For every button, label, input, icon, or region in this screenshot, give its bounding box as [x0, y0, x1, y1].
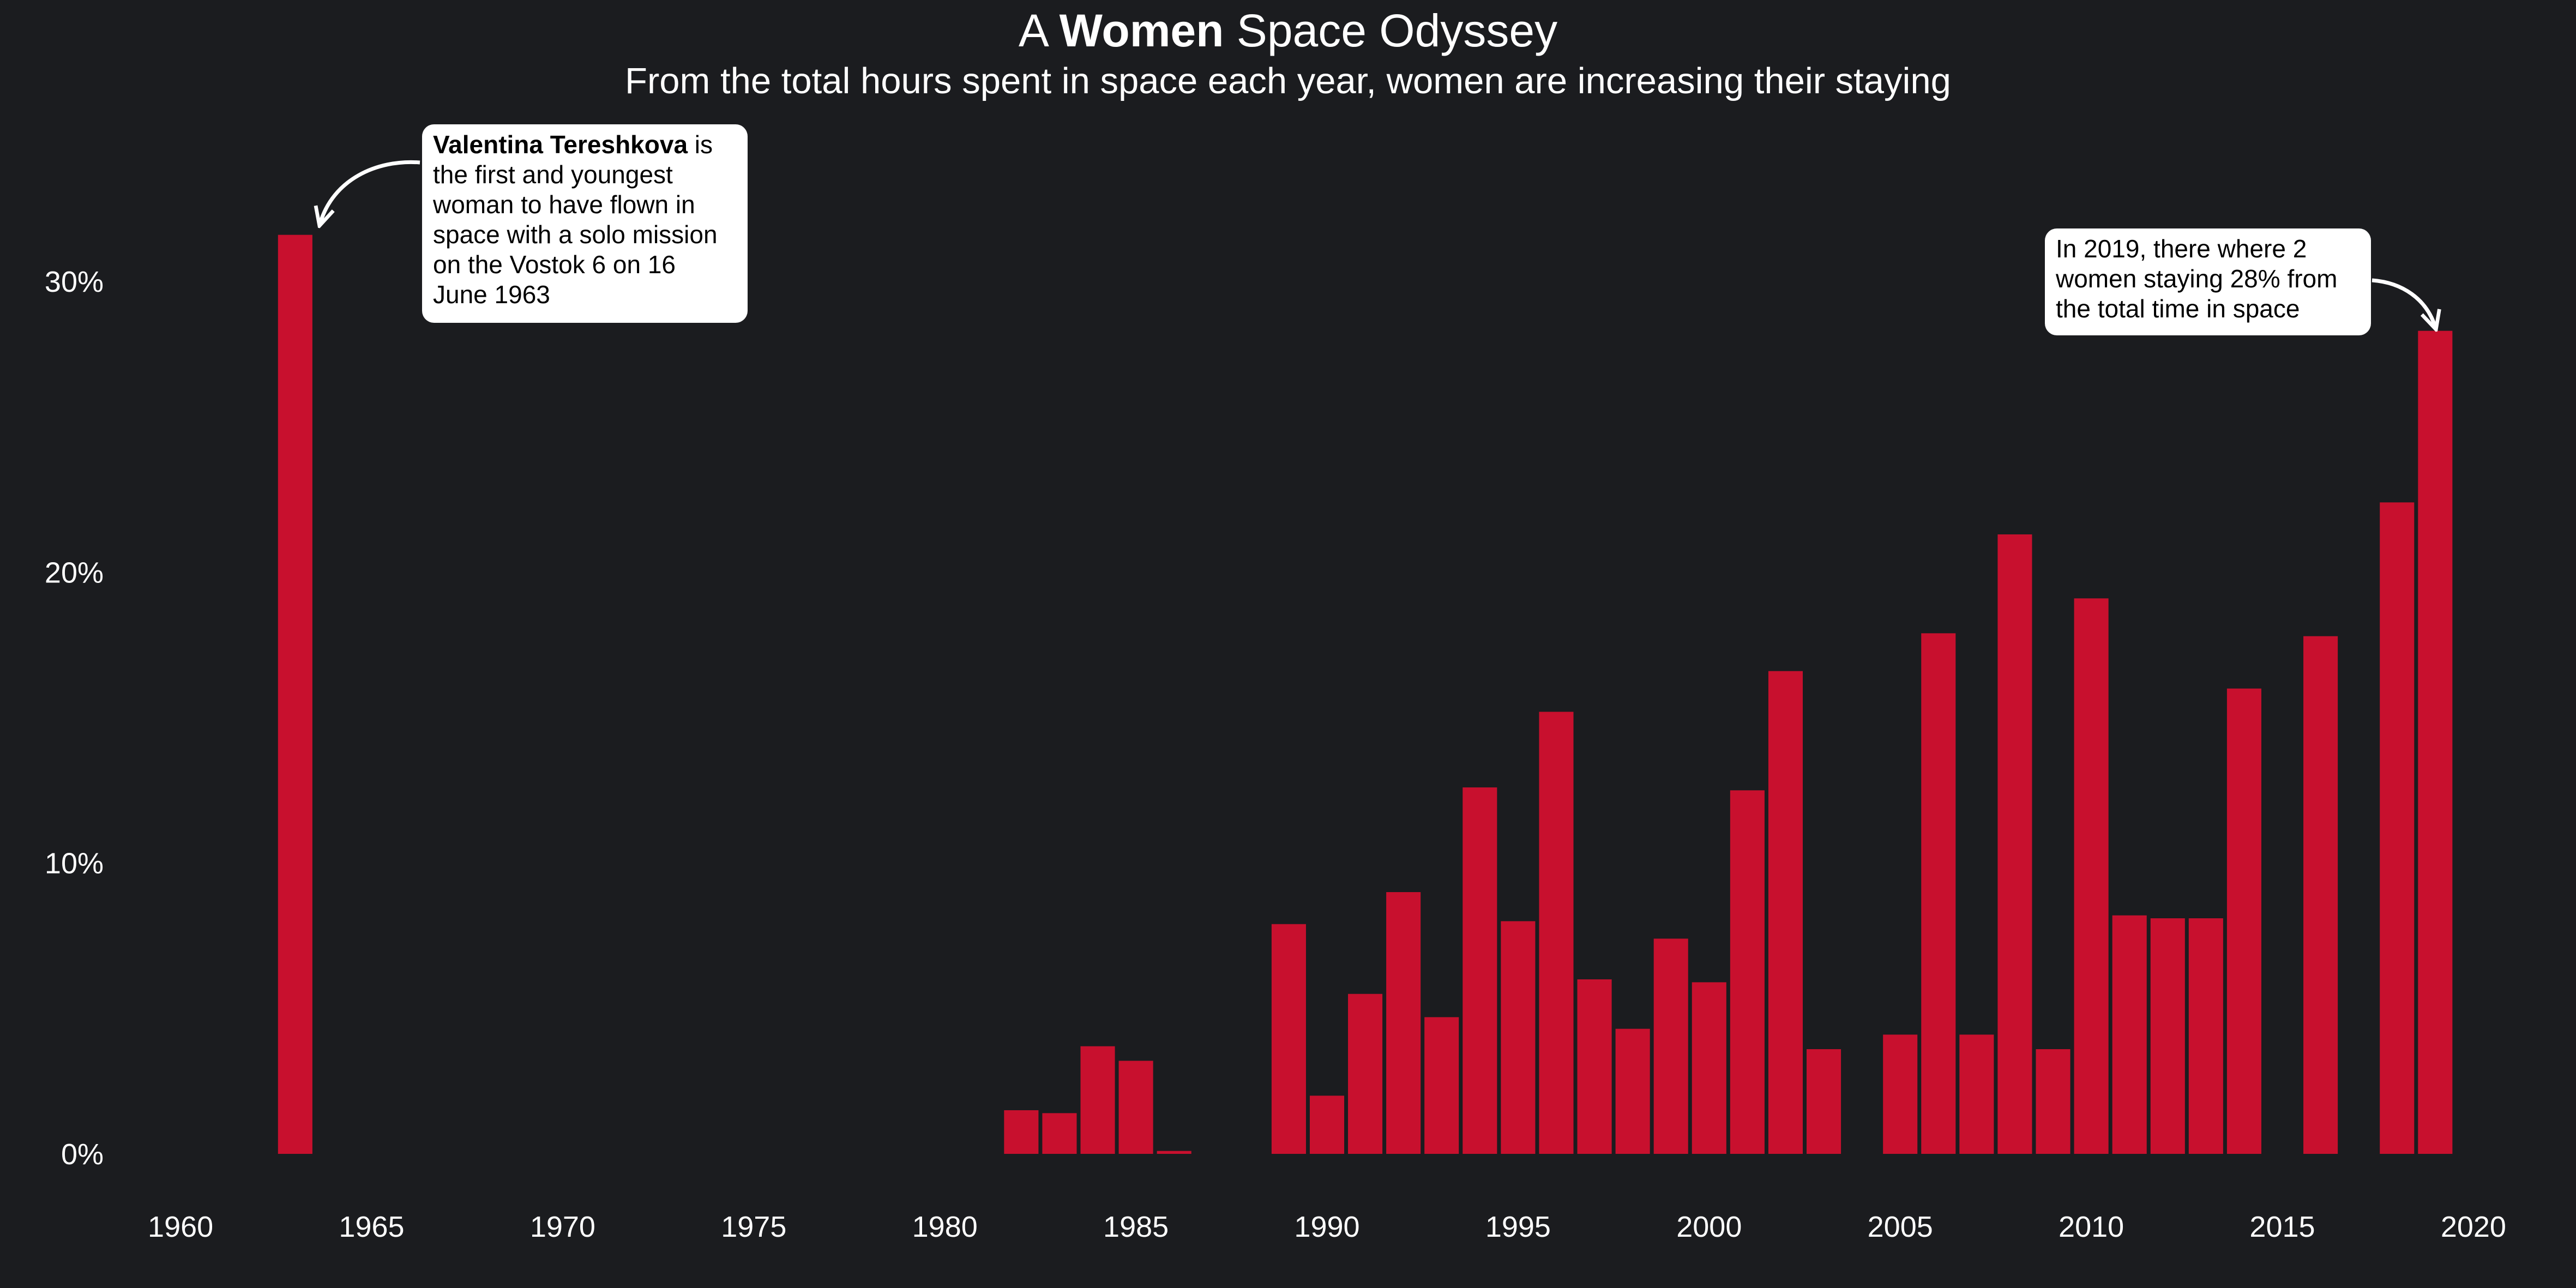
bar-1998 — [1615, 1028, 1650, 1154]
bar-2012 — [2150, 918, 2185, 1154]
x-tick-label-1985: 1985 — [1103, 1211, 1169, 1243]
y-tick-label-30: 30% — [45, 266, 104, 298]
title-accent: Women — [1059, 5, 1224, 56]
bar-1963 — [278, 234, 312, 1154]
bar-1999 — [1653, 938, 1688, 1154]
bar-2014 — [2226, 688, 2261, 1154]
x-tick-label-1960: 1960 — [148, 1211, 213, 1243]
x-tick-label-2005: 2005 — [1868, 1211, 1933, 1243]
bar-2003 — [1807, 1049, 1841, 1154]
bar-2018 — [2380, 502, 2415, 1154]
bar-1990 — [1309, 1096, 1345, 1154]
bar-2002 — [1768, 671, 1803, 1154]
bar-1985 — [1118, 1061, 1153, 1154]
annotation-text-2019: In 2019, there where 2 women staying 28%… — [2056, 234, 2338, 323]
chart-title: A Women Space Odyssey — [0, 3, 2576, 58]
x-tick-label-2020: 2020 — [2441, 1211, 2506, 1243]
bar-2005 — [1883, 1034, 1918, 1154]
bar-2019 — [2418, 330, 2453, 1154]
bar-1995 — [1501, 921, 1536, 1154]
x-tick-label-1965: 1965 — [339, 1211, 404, 1243]
x-tick-label-1995: 1995 — [1485, 1211, 1551, 1243]
bar-1994 — [1462, 787, 1497, 1154]
chart-subtitle: From the total hours spent in space each… — [625, 61, 1951, 101]
bar-2013 — [2188, 918, 2223, 1154]
y-tick-label-20: 20% — [45, 556, 104, 589]
annotation-2019: In 2019, there where 2 women staying 28%… — [2045, 228, 2371, 335]
x-axis-ticks: 1960 1965 1970 1975 1980 1985 1990 1995 2000 2005… — [148, 1211, 2506, 1243]
bar-1984 — [1080, 1046, 1115, 1154]
bar-1991 — [1348, 994, 1383, 1154]
bar-2008 — [1997, 534, 2032, 1154]
bars-group — [278, 234, 2453, 1154]
bar-1993 — [1424, 1017, 1459, 1154]
bar-1986 — [1157, 1151, 1191, 1154]
bar-2009 — [2036, 1049, 2071, 1154]
annotation-arrow-2019 — [2372, 278, 2435, 327]
x-tick-label-1970: 1970 — [530, 1211, 595, 1243]
x-tick-label-1975: 1975 — [721, 1211, 786, 1243]
annotation-tereshkova: Valentina Tereshkova is the first and yo… — [422, 124, 748, 323]
bar-1982 — [1004, 1110, 1039, 1154]
bar-2001 — [1730, 790, 1765, 1154]
annotation-text-1963: is the first and youngest woman to have … — [433, 130, 718, 309]
y-tick-label-10: 10% — [45, 847, 104, 880]
bar-2007 — [1959, 1034, 1994, 1154]
bar-1997 — [1577, 979, 1612, 1154]
y-axis-ticks: 0% 10% 20% 30% — [45, 266, 104, 1171]
bar-1992 — [1386, 892, 1421, 1154]
bar-2016 — [2303, 636, 2338, 1154]
y-tick-label-0: 0% — [61, 1138, 104, 1171]
annotation-bold-name: Valentina Tereshkova — [433, 130, 688, 159]
x-tick-label-2010: 2010 — [2059, 1211, 2124, 1243]
x-tick-label-2000: 2000 — [1676, 1211, 1742, 1243]
bar-2000 — [1692, 982, 1726, 1154]
x-tick-label-1980: 1980 — [912, 1211, 978, 1243]
x-tick-label-2015: 2015 — [2249, 1211, 2315, 1243]
bar-1983 — [1042, 1113, 1077, 1154]
x-tick-label-1990: 1990 — [1294, 1211, 1359, 1243]
bar-1996 — [1539, 712, 1574, 1154]
bar-2006 — [1921, 633, 1956, 1154]
bar-2010 — [2074, 598, 2109, 1154]
bar-2011 — [2112, 915, 2147, 1154]
title-suffix: Space Odyssey — [1224, 5, 1558, 56]
bar-1989 — [1271, 924, 1306, 1154]
title-prefix: A — [1018, 5, 1060, 56]
annotation-arrow-1963 — [320, 160, 420, 224]
